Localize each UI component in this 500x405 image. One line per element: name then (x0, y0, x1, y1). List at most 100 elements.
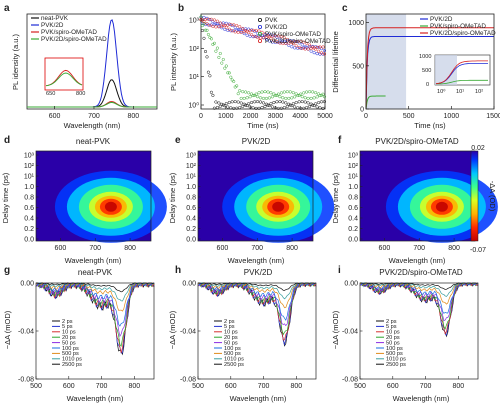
panel-b-point (214, 49, 218, 53)
panel-b-point (266, 33, 270, 37)
panel-b-point (315, 52, 319, 56)
panel-b-point (302, 106, 306, 110)
panel-c-xtick-label-3: 1500 (486, 113, 500, 120)
panel-b-point (269, 91, 273, 95)
panel-b-point (229, 75, 233, 79)
panel-b-point (209, 90, 213, 94)
panel-i-xtick-label-1: 600 (387, 383, 399, 390)
panel-b-point (250, 33, 254, 37)
panel-c-ytick-label-1: 500 (352, 63, 364, 70)
panel-b-point (217, 55, 221, 59)
panel-d-ytick-label-1: 10² (24, 163, 35, 170)
panel-b-point (251, 106, 255, 110)
panel-c: c PVK/2DPVK/spiro-OMeTADPVK/2D/spiro-OMe… (331, 3, 500, 130)
panel-b-point (309, 47, 313, 51)
panel-b-point (276, 106, 280, 110)
panel-d-ytick-label-6: 0.4 (24, 215, 34, 222)
panel-b-point (296, 39, 300, 43)
panel-b-point (200, 22, 205, 26)
panel-b-point (322, 52, 327, 56)
panel-e-map (197, 150, 335, 243)
panel-f-ytick-label-3: 1.0 (348, 184, 358, 191)
panel-b-point (212, 18, 216, 22)
panel-a-inset-series-1 (45, 72, 83, 87)
panel-e-xtick-label-1: 700 (251, 245, 263, 252)
panel-b-point (308, 43, 312, 47)
panel-h-ytick-label-2: -0.08 (180, 376, 196, 383)
panel-c-xtick-label-1: 500 (403, 113, 415, 120)
panel-b-point (258, 36, 263, 40)
panel-e-ytick-label-4: 0.8 (186, 194, 196, 201)
panel-i-ylabel: −ΔA (mOD) (331, 310, 340, 349)
panel-b-point (312, 104, 316, 108)
panel-a: a neat-PVKPVK/2DPVK/spiro-OMeTADPVK/2D/s… (4, 3, 158, 130)
panel-b-point (321, 106, 325, 110)
panel-b-point (238, 89, 242, 93)
panel-b-point (287, 96, 291, 100)
panel-f-ytick-label-0: 10³ (348, 152, 359, 159)
panel-i-legend-label-4: 50 ps (386, 340, 400, 346)
panel-i-trace-4 (359, 282, 478, 322)
panel-b-point (227, 27, 231, 31)
panel-b-point (264, 96, 269, 100)
panel-b-point (294, 40, 298, 44)
panel-g-ylabel: −ΔA (mOD) (3, 310, 12, 349)
panel-b-point (272, 100, 276, 105)
panel-b-point (232, 79, 236, 83)
panel-b-point (300, 95, 304, 99)
panel-b-point (319, 47, 324, 51)
panel-i-legend-label-8: 2500 ps (386, 362, 406, 368)
panel-b-point (322, 95, 327, 99)
panel-b-point (223, 104, 227, 108)
panel-b-point (218, 21, 222, 25)
panel-b-point (278, 95, 282, 99)
panel-b-point (215, 19, 219, 23)
panel-b-point (263, 32, 267, 36)
panel-b-point (314, 91, 318, 95)
panel-b-point (285, 37, 289, 42)
panel-g-legend-label-2: 10 ps (62, 330, 76, 336)
panel-i-trace-7 (359, 282, 479, 297)
panel-b-legend-marker-2 (257, 32, 262, 37)
panel-b-point (260, 106, 264, 110)
panel-b-point (319, 51, 324, 55)
panel-b-point (290, 104, 294, 108)
panel-b-point (254, 28, 258, 32)
panel-b-letter: b (178, 3, 184, 14)
panel-b-point (311, 103, 315, 107)
panel-g-legend-label-8: 2500 ps (62, 362, 82, 368)
panel-a-legend-label-1: PVK/2D (41, 22, 64, 29)
panel-b-point (318, 45, 322, 49)
panel-d-ytick-label-7: 0.2 (24, 226, 34, 233)
panel-b-point (293, 105, 297, 109)
panel-b-point (314, 102, 318, 106)
panel-h-trace-8 (198, 282, 317, 291)
panel-b-point (251, 35, 255, 39)
panel-b-point (296, 46, 300, 50)
panel-g-xtick-label-3: 800 (128, 383, 140, 390)
panel-b-point (270, 95, 274, 99)
panel-b-point (215, 46, 219, 50)
panel-h-title: PVK/2D (244, 268, 273, 277)
panel-b-point (287, 43, 291, 47)
heatmap-ticks: 600 700 800 10³ 10² 10¹ 1.0 0.8 0.6 0.4 0.2 0.0 600 7… (24, 152, 460, 252)
panel-g-title: neat-PVK (78, 268, 113, 277)
panel-e-ylabel: Delay time (ps) (168, 172, 177, 223)
panel-b-point (203, 49, 208, 54)
panel-b-point (253, 100, 257, 104)
panel-d-ytick-label-0: 10³ (24, 152, 35, 159)
panel-h-legend-label-0: 2 ps (224, 319, 235, 325)
panel-a-series-3 (27, 102, 157, 108)
panel-b-point (293, 95, 297, 99)
panel-h-trace-7 (197, 282, 317, 300)
panel-b-point (315, 105, 319, 109)
panel-b-point (241, 104, 245, 108)
panel-b-point (230, 100, 234, 104)
panel-b-point (270, 105, 274, 109)
panel-f-contour-6 (435, 201, 448, 212)
panel-b-legend-label-1: PVK/2D (265, 24, 288, 31)
panel-b-point (241, 90, 245, 94)
panel-b-point (284, 101, 288, 105)
panel-g-legend-label-6: 500 ps (62, 351, 79, 357)
